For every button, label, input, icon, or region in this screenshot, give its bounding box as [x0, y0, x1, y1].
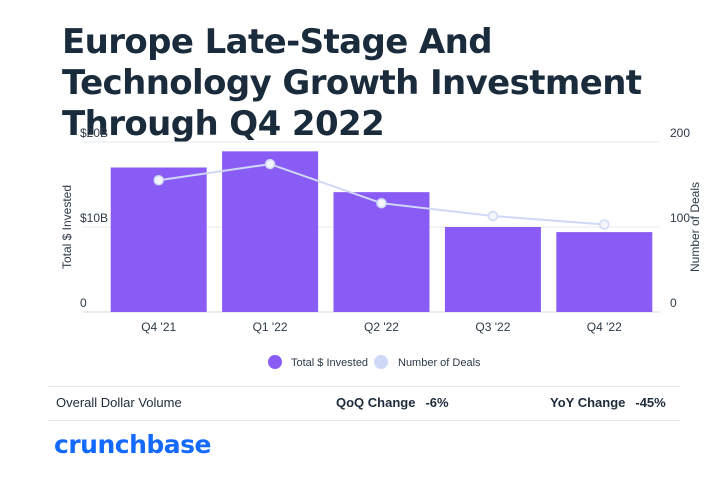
- yoy-change-value: -45%: [635, 395, 666, 410]
- y-axis-label-right: Number of Deals: [688, 182, 702, 272]
- legend-label-total-invested: Total $ Invested: [291, 357, 368, 369]
- y-tick-label-left: 0: [80, 296, 87, 310]
- legend: Total $ Invested Number of Deals: [268, 355, 481, 369]
- y-axis-label-left: Total $ Invested: [60, 185, 74, 269]
- bar: [444, 227, 541, 312]
- chart-title: Europe Late-Stage And Technology Growth …: [62, 22, 642, 144]
- x-tick-label: Q2 '22: [364, 320, 399, 334]
- crunchbase-logo: crunchbase: [54, 430, 211, 459]
- y-tick-label-right: 100: [670, 211, 690, 225]
- yoy-change: YoY Change -45%: [550, 388, 666, 418]
- bar: [556, 232, 653, 312]
- x-tick-label: Q1 '22: [253, 320, 288, 334]
- y-tick-label-right: 200: [670, 126, 690, 140]
- y-tick-label-left: $10B: [80, 211, 108, 225]
- deals-point: [599, 219, 610, 230]
- y-tick-label-right: 0: [670, 296, 677, 310]
- deals-point: [376, 197, 387, 209]
- bar-series: [110, 151, 653, 312]
- x-tick-label: Q4 '22: [587, 320, 622, 334]
- x-tick-label: Q3 '22: [475, 320, 510, 334]
- deals-point: [153, 175, 164, 186]
- bar: [222, 151, 319, 312]
- deals-point: [487, 210, 499, 222]
- qoq-change: QoQ Change -6%: [336, 388, 449, 418]
- qoq-change-value: -6%: [425, 395, 449, 410]
- divider-top: [48, 386, 680, 387]
- yoy-change-label: YoY Change: [550, 395, 626, 410]
- legend-label-number-of-deals: Number of Deals: [398, 357, 481, 369]
- x-tick-label: Q4 '21: [141, 320, 176, 334]
- chart: 0 $10B $20B 0 100 200 Q4 '21 Q1 '22 Q2 '22 Q3 '22…: [60, 126, 702, 369]
- y-tick-label-left: $20B: [80, 126, 108, 140]
- tick-labels: 0 $10B $20B 0 100 200 Q4 '21 Q1 '22 Q2 '22 Q3 '22…: [80, 126, 690, 334]
- legend-swatch-total-invested: [268, 355, 282, 369]
- legend-swatch-number-of-deals: [374, 355, 388, 369]
- line-series: [153, 158, 610, 230]
- qoq-change-label: QoQ Change: [336, 395, 416, 410]
- metrics-row: Overall Dollar Volume QoQ Change -6% YoY …: [56, 388, 676, 418]
- bar: [110, 167, 207, 312]
- deals-point: [264, 158, 276, 170]
- bar: [333, 192, 430, 312]
- overall-dollar-volume-label: Overall Dollar Volume: [56, 395, 182, 410]
- divider-bottom: [48, 420, 680, 421]
